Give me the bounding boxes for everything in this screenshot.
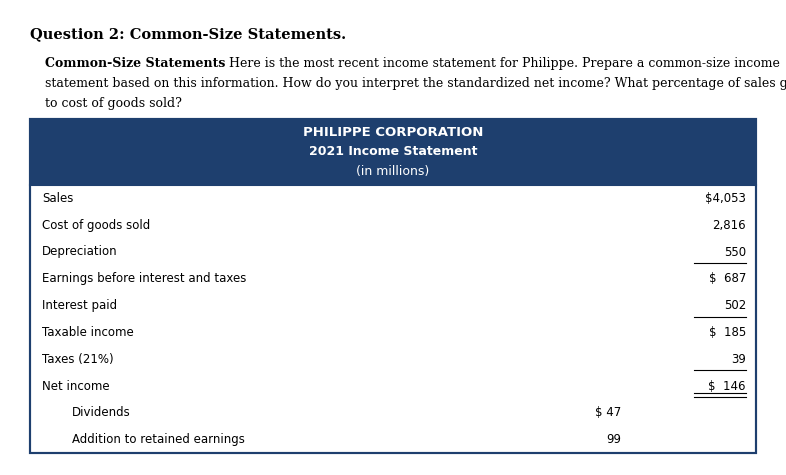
Text: Sales: Sales xyxy=(42,192,73,205)
Text: 2,816: 2,816 xyxy=(712,218,746,232)
Text: $  146: $ 146 xyxy=(708,380,746,392)
Text: Interest paid: Interest paid xyxy=(42,299,117,312)
Text: $4,053: $4,053 xyxy=(705,192,746,205)
Text: Earnings before interest and taxes: Earnings before interest and taxes xyxy=(42,272,246,285)
Text: Cost of goods sold: Cost of goods sold xyxy=(42,218,150,232)
Text: statement based on this information. How do you interpret the standardized net i: statement based on this information. How… xyxy=(45,77,786,90)
Text: Net income: Net income xyxy=(42,380,109,392)
Text: $  687: $ 687 xyxy=(709,272,746,285)
Text: PHILIPPE CORPORATION: PHILIPPE CORPORATION xyxy=(303,126,483,139)
Text: $ 47: $ 47 xyxy=(595,406,621,419)
Text: 550: 550 xyxy=(724,246,746,258)
Text: 502: 502 xyxy=(724,299,746,312)
Text: Common-Size Statements: Common-Size Statements xyxy=(45,57,226,70)
Text: to cost of goods sold?: to cost of goods sold? xyxy=(45,97,182,110)
FancyBboxPatch shape xyxy=(30,185,756,453)
Text: Addition to retained earnings: Addition to retained earnings xyxy=(72,433,245,446)
Text: 2021 Income Statement: 2021 Income Statement xyxy=(309,145,477,158)
Text: 39: 39 xyxy=(731,353,746,366)
Text: Here is the most recent income statement for Philippe. Prepare a common-size inc: Here is the most recent income statement… xyxy=(226,57,780,70)
FancyBboxPatch shape xyxy=(30,119,756,185)
Text: (in millions): (in millions) xyxy=(356,165,430,178)
Text: 99: 99 xyxy=(606,433,621,446)
Text: Depreciation: Depreciation xyxy=(42,246,118,258)
Text: Dividends: Dividends xyxy=(72,406,130,419)
Text: Question 2: Common-Size Statements.: Question 2: Common-Size Statements. xyxy=(30,27,346,41)
Text: $  185: $ 185 xyxy=(709,326,746,339)
Text: Taxable income: Taxable income xyxy=(42,326,134,339)
Text: Taxes (21%): Taxes (21%) xyxy=(42,353,114,366)
